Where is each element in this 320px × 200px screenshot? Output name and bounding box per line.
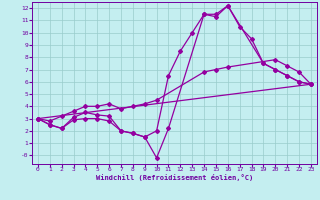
- X-axis label: Windchill (Refroidissement éolien,°C): Windchill (Refroidissement éolien,°C): [96, 174, 253, 181]
